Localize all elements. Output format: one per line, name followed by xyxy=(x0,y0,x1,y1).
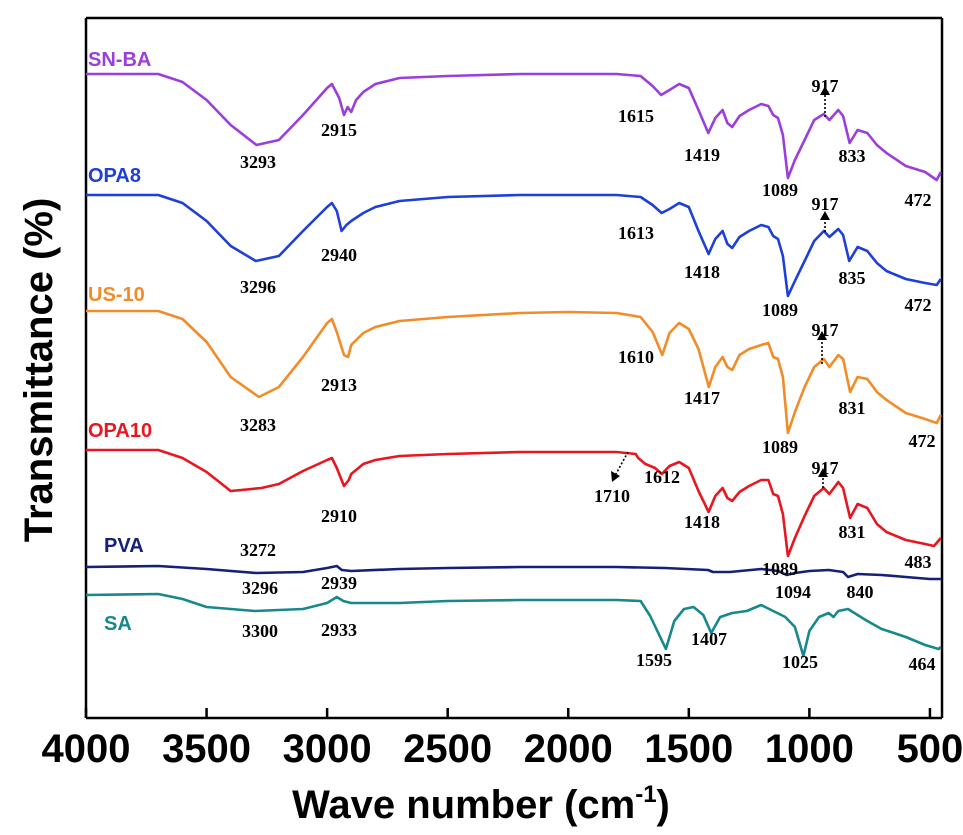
peak-label-opa8-917: 917 xyxy=(812,194,839,214)
series-label-us-10: US-10 xyxy=(88,284,145,306)
annotation-arrows xyxy=(611,86,830,488)
peak-label-sn-ba-1089: 1089 xyxy=(762,180,798,200)
peak-label-opa8-1613: 1613 xyxy=(618,223,654,243)
peak-label-opa8-835: 835 xyxy=(839,268,866,288)
peak-label-us-10-472: 472 xyxy=(909,431,936,451)
peak-label-opa10-1089: 1089 xyxy=(762,559,798,579)
peak-label-opa10-917: 917 xyxy=(812,458,839,478)
x-ticks: 4000 3500 3000 2500 2000 1500 1000 500 xyxy=(42,708,963,771)
peak-label-opa10-1418: 1418 xyxy=(684,512,720,532)
series-label-opa8: OPA8 xyxy=(88,165,141,187)
series-line-pva xyxy=(85,564,941,581)
x-tick-label-2500: 2500 xyxy=(403,727,492,771)
peak-label-us-10-1089: 1089 xyxy=(762,437,798,457)
peak-label-opa8-472: 472 xyxy=(905,295,932,315)
series-label-pva: PVA xyxy=(104,535,144,557)
peak-label-sn-ba-472: 472 xyxy=(905,190,932,210)
peak-label-sa-3300: 3300 xyxy=(242,621,278,641)
series-line-sa xyxy=(85,592,942,658)
x-tick-label-4000: 4000 xyxy=(42,727,131,771)
series-label-sa: SA xyxy=(104,613,132,635)
peak-label-opa8-2940: 2940 xyxy=(321,245,357,265)
peak-label-us-10-831: 831 xyxy=(839,398,866,418)
peak-label-sa-2933: 2933 xyxy=(321,620,357,640)
y-axis-label: Transmittance (%) xyxy=(17,198,61,543)
peak-label-us-10-3283: 3283 xyxy=(240,415,276,435)
axes xyxy=(84,16,944,720)
x-tick-label-500: 500 xyxy=(897,727,963,771)
series-group xyxy=(85,72,942,658)
peak-label-pva-2939: 2939 xyxy=(321,573,357,593)
peak-label-opa10-831: 831 xyxy=(839,522,866,542)
series-line-us-10 xyxy=(86,309,942,435)
x-tick-label-3500: 3500 xyxy=(162,727,251,771)
arrowhead-us10-917 xyxy=(817,331,827,340)
peak-label-sn-ba-3293: 3293 xyxy=(240,152,276,172)
series-label-opa10: OPA10 xyxy=(88,420,152,442)
peak-label-opa8-3296: 3296 xyxy=(240,277,276,297)
peak-label-opa10-2910: 2910 xyxy=(321,506,357,526)
series-line-opa10 xyxy=(86,448,942,558)
peak-label-pva-840: 840 xyxy=(847,582,874,602)
peak-label-us-10-1417: 1417 xyxy=(684,388,720,408)
peak-label-opa10-1612: 1612 xyxy=(644,467,680,487)
peak-label-opa10-3272: 3272 xyxy=(240,540,276,560)
x-axis-label-unit-close: ) xyxy=(657,783,670,827)
peak-label-sa-1407: 1407 xyxy=(691,629,727,649)
series-line-sn-ba xyxy=(86,72,942,182)
peak-labels: 3293 2915 1615 1419 917 1089 833 472 3296 2940 161… xyxy=(240,76,936,674)
peak-label-us-10-1610: 1610 xyxy=(618,347,654,367)
peak-label-pva-1094: 1094 xyxy=(775,582,811,602)
arrowhead-sn-ba-917 xyxy=(820,86,830,95)
peak-label-opa8-1418: 1418 xyxy=(684,262,720,282)
peak-label-us-10-2913: 2913 xyxy=(321,375,357,395)
peak-label-us-10-917: 917 xyxy=(812,320,839,340)
x-axis-label-main: Wave number xyxy=(292,783,553,827)
peak-label-opa8-1089: 1089 xyxy=(762,300,798,320)
peak-label-pva-3296: 3296 xyxy=(242,578,278,598)
x-axis-label: Wave number (cm-1) xyxy=(292,781,670,827)
x-axis-label-unit: (cm xyxy=(564,783,635,827)
peak-label-sa-1025: 1025 xyxy=(782,652,818,672)
peak-label-opa10-483: 483 xyxy=(905,552,932,572)
arrowhead-opa8-917 xyxy=(820,211,830,220)
peak-label-sn-ba-833: 833 xyxy=(839,146,866,166)
peak-label-sn-ba-1615: 1615 xyxy=(618,106,654,126)
series-label-sn-ba: SN-BA xyxy=(88,49,151,71)
peak-label-sa-464: 464 xyxy=(909,654,936,674)
peak-label-sn-ba-1419: 1419 xyxy=(684,145,720,165)
x-axis-label-space xyxy=(553,783,564,827)
x-tick-label-3000: 3000 xyxy=(283,727,372,771)
series-labels: SN-BA OPA8 US-10 OPA10 PVA SA xyxy=(88,49,152,635)
arrowhead-opa10-917 xyxy=(818,468,828,477)
x-tick-label-2000: 2000 xyxy=(524,727,613,771)
peak-label-opa10-1710: 1710 xyxy=(594,486,630,506)
peak-label-sn-ba-2915: 2915 xyxy=(321,120,357,140)
arrowhead-opa10-1710 xyxy=(611,471,620,482)
series-line-opa8 xyxy=(86,193,942,298)
arrow-opa10-1710 xyxy=(615,451,629,475)
peak-label-sa-1595: 1595 xyxy=(636,650,672,670)
x-axis-label-unit-sup: -1 xyxy=(635,781,656,808)
x-tick-label-1000: 1000 xyxy=(765,727,854,771)
x-tick-label-1500: 1500 xyxy=(644,727,733,771)
